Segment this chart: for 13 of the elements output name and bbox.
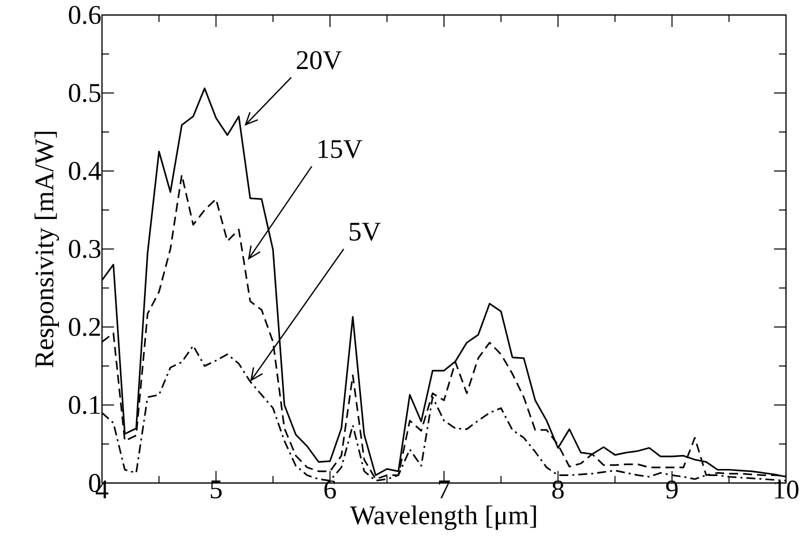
y-axis-title: Responsivity [mA/W] (34, 132, 60, 368)
y-tick-label: 0.6 (68, 6, 101, 24)
annotation: 20V (296, 51, 342, 70)
x-tick-label: 10 (774, 480, 798, 499)
y-tick-label: 0.3 (68, 240, 100, 258)
y-tick-label: 0.2 (68, 318, 100, 336)
annotation: 5V (350, 222, 381, 241)
x-axis-title: Wavelength [μm] (350, 506, 536, 530)
y-tick-label: 0.1 (68, 396, 100, 414)
x-tick-label: 5 (210, 480, 222, 498)
annotation: 15V (318, 140, 362, 158)
y-tick-label: 0.4 (68, 162, 102, 180)
y-tick-label: 0.5 (68, 84, 100, 102)
